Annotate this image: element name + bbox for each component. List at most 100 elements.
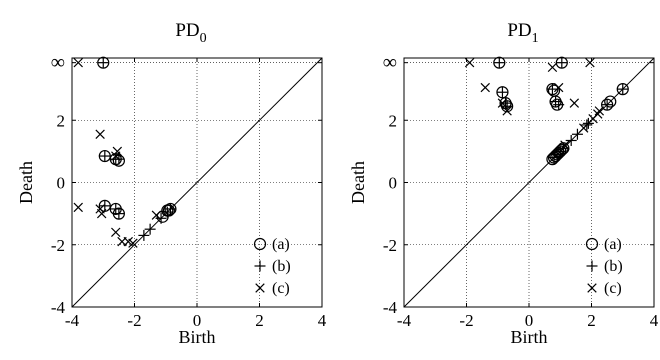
data-point-x <box>593 109 603 119</box>
data-point-x <box>578 123 589 133</box>
data-point-plus <box>97 57 109 69</box>
y-tick-label: 2 <box>57 111 66 130</box>
data-point-plus <box>138 229 150 241</box>
data-point-x <box>550 151 561 161</box>
legend-marker-plus <box>586 260 598 272</box>
x-tick-label: 2 <box>255 311 264 330</box>
data-point-x-b <box>553 82 564 93</box>
legend-label: (a) <box>604 236 622 253</box>
y-tick-label: -2 <box>51 236 65 255</box>
data-point-x-b <box>111 227 121 238</box>
x-axis-label: Birth <box>178 327 215 347</box>
data-point-plus <box>582 117 594 129</box>
chart-title: PD0 <box>175 20 206 46</box>
series-plus <box>493 57 629 164</box>
data-point-plus <box>617 83 629 95</box>
data-point-x <box>111 227 121 238</box>
data-point-x <box>464 57 475 68</box>
data-point-x <box>95 129 105 139</box>
legend-marker-plus <box>254 260 266 272</box>
data-point-x-b <box>95 129 105 139</box>
data-point-x <box>151 210 162 220</box>
data-point-plus <box>99 200 111 212</box>
legend-marker-circle <box>585 237 599 251</box>
data-point-plus <box>113 208 125 220</box>
data-point-x <box>547 62 558 73</box>
x-tick-label: -2 <box>127 311 141 330</box>
data-point-plus <box>553 99 565 111</box>
series-x <box>464 57 605 161</box>
data-point-x-b <box>73 202 83 213</box>
chart-title-main: PD <box>507 20 531 41</box>
legend-label: (b) <box>604 258 623 275</box>
data-point-x-b <box>569 98 580 108</box>
y-tick-label: 0 <box>57 174 66 193</box>
data-point-x-b <box>96 208 107 219</box>
data-point-x <box>96 208 107 219</box>
legend-marker-x-b <box>255 283 265 293</box>
data-point-x <box>502 106 512 116</box>
data-point-x-b <box>547 62 558 73</box>
x-tick-label: -4 <box>65 311 80 330</box>
data-point-x <box>594 106 605 116</box>
diagonal-line <box>403 57 655 308</box>
data-point-x-b <box>123 236 133 247</box>
data-point-plus <box>496 86 508 98</box>
y-tick-label: -4 <box>383 298 398 317</box>
chart-title-subscript: 0 <box>200 31 207 46</box>
data-point-circle <box>604 95 617 108</box>
data-point-x <box>73 57 83 68</box>
data-point-x <box>480 82 490 93</box>
data-point-plus <box>601 99 613 111</box>
y-tick-label: 0 <box>389 174 398 193</box>
data-point-plus <box>571 128 583 140</box>
data-point-x-b <box>585 57 595 68</box>
diagonal-line <box>71 57 323 308</box>
data-point-x <box>553 82 564 93</box>
data-point-plus <box>493 57 505 69</box>
data-point-x <box>112 146 123 157</box>
data-point-x-b <box>578 123 589 133</box>
x-tick-label: 4 <box>650 311 659 330</box>
data-point-x-b <box>550 151 561 161</box>
y-tick-label: -2 <box>383 236 397 255</box>
data-point-x <box>497 98 508 108</box>
data-point-x <box>128 238 138 248</box>
x-tick-label: 0 <box>193 311 202 330</box>
data-point-plus <box>144 223 156 235</box>
legend-marker-circle <box>253 237 267 251</box>
legend: (a) (b) (c) <box>253 236 291 297</box>
chart-panel-pd1: -4 -2 0 2 4 -4 -2 0 2 ∞ PD1 Birth Death (a) (b) (c) <box>348 20 659 347</box>
y-tick-label-infinity: ∞ <box>51 52 65 74</box>
legend-label: (c) <box>604 280 622 297</box>
x-tick-label: -2 <box>459 311 473 330</box>
chart-title-main: PD <box>175 20 199 41</box>
data-point-plus <box>501 100 513 112</box>
series-plus <box>97 57 176 241</box>
data-point-plus <box>164 203 176 215</box>
y-axis-label: Death <box>348 161 368 204</box>
legend-label: (a) <box>272 236 290 253</box>
y-tick-label: 2 <box>389 111 398 130</box>
x-tick-label: -4 <box>397 311 412 330</box>
data-point-circle <box>555 143 568 156</box>
data-point-x-b <box>151 210 162 220</box>
data-point-plus <box>99 150 111 162</box>
data-point-plus <box>557 142 569 154</box>
x-tick-label: 4 <box>318 311 327 330</box>
data-point-circle <box>162 204 175 217</box>
data-point-x-b <box>502 106 512 116</box>
data-point-x-b <box>480 82 490 93</box>
data-point-x-b <box>112 146 123 157</box>
x-tick-label: 0 <box>525 311 534 330</box>
data-point-plus <box>556 57 568 69</box>
legend: (a) (b) (c) <box>585 236 623 297</box>
legend-label: (c) <box>272 280 290 297</box>
legend-label: (b) <box>272 258 291 275</box>
y-tick-label-infinity: ∞ <box>383 52 397 74</box>
data-point-x <box>585 57 595 68</box>
data-point-x <box>73 202 83 213</box>
